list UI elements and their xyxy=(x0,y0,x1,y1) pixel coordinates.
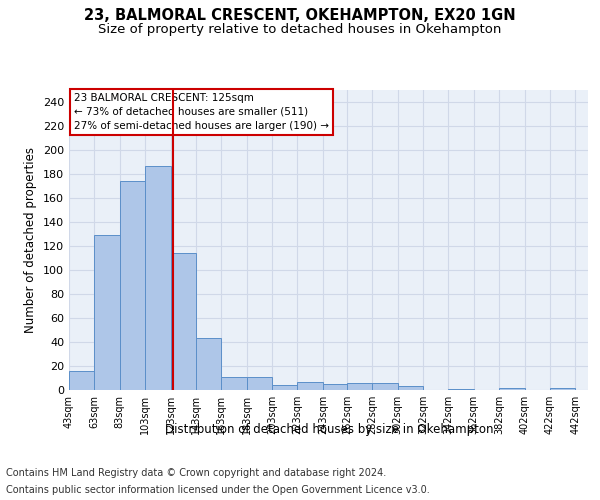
Text: Contains public sector information licensed under the Open Government Licence v3: Contains public sector information licen… xyxy=(6,485,430,495)
Bar xyxy=(221,377,247,390)
Text: Size of property relative to detached houses in Okehampton: Size of property relative to detached ho… xyxy=(98,22,502,36)
Bar xyxy=(196,338,221,390)
Bar xyxy=(398,386,423,390)
Text: Distribution of detached houses by size in Okehampton: Distribution of detached houses by size … xyxy=(164,422,493,436)
Bar xyxy=(272,385,298,390)
Bar xyxy=(94,235,120,390)
Bar xyxy=(347,383,372,390)
Bar xyxy=(499,388,524,390)
Text: 23 BALMORAL CRESCENT: 125sqm
← 73% of detached houses are smaller (511)
27% of s: 23 BALMORAL CRESCENT: 125sqm ← 73% of de… xyxy=(74,93,329,131)
Bar xyxy=(120,181,145,390)
Bar xyxy=(170,253,196,390)
Bar xyxy=(372,383,398,390)
Bar xyxy=(448,389,474,390)
Text: Contains HM Land Registry data © Crown copyright and database right 2024.: Contains HM Land Registry data © Crown c… xyxy=(6,468,386,477)
Bar xyxy=(298,382,323,390)
Text: 23, BALMORAL CRESCENT, OKEHAMPTON, EX20 1GN: 23, BALMORAL CRESCENT, OKEHAMPTON, EX20 … xyxy=(84,8,516,22)
Y-axis label: Number of detached properties: Number of detached properties xyxy=(25,147,37,333)
Bar xyxy=(247,377,272,390)
Bar xyxy=(550,388,575,390)
Bar xyxy=(145,166,170,390)
Bar xyxy=(69,371,94,390)
Bar xyxy=(323,384,348,390)
